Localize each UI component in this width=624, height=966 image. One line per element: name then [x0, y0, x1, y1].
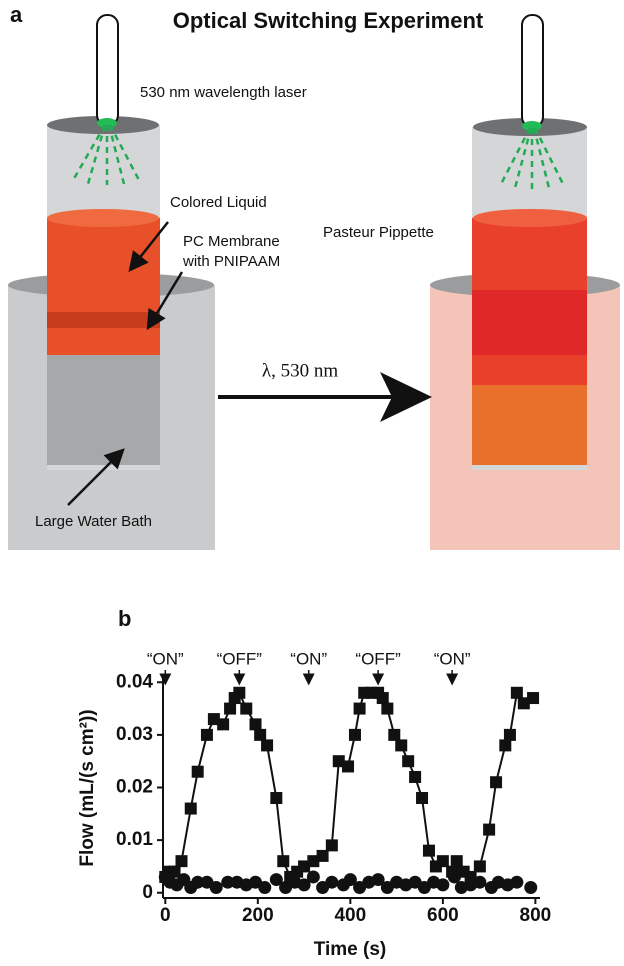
- membrane-label: PC Membrane: [183, 233, 280, 250]
- square-marker: [201, 729, 213, 741]
- square-marker: [354, 703, 366, 715]
- membrane-label: with PNIPAAM: [182, 253, 280, 270]
- square-marker: [192, 766, 204, 778]
- x-tick-label: 0: [160, 905, 171, 926]
- square-marker: [474, 860, 486, 872]
- circle-marker: [436, 878, 449, 891]
- flowed-liquid: [472, 385, 587, 465]
- title: Optical Switching Experiment: [173, 8, 484, 33]
- square-marker: [317, 850, 329, 862]
- membrane: [47, 312, 160, 328]
- square-marker: [224, 703, 236, 715]
- square-marker: [395, 739, 407, 751]
- square-marker: [261, 739, 273, 751]
- square-marker: [423, 845, 435, 857]
- circle-marker: [210, 881, 223, 894]
- square-marker: [176, 855, 188, 867]
- x-tick-label: 400: [334, 905, 366, 926]
- x-tick-label: 600: [427, 905, 459, 926]
- square-marker: [402, 755, 414, 767]
- annotation: “OFF”: [355, 649, 401, 668]
- bath-label: Large Water Bath: [35, 513, 152, 530]
- laser: [97, 15, 118, 125]
- square-marker: [233, 687, 245, 699]
- circle-marker: [473, 876, 486, 889]
- square-marker: [250, 718, 262, 730]
- square-marker: [499, 739, 511, 751]
- circle-marker: [307, 870, 320, 883]
- pipette-label: Pasteur Pippette: [323, 224, 434, 241]
- circle-marker: [510, 876, 523, 889]
- square-marker: [416, 792, 428, 804]
- square-marker: [254, 729, 266, 741]
- square-marker: [277, 855, 289, 867]
- y-tick-label: 0.03: [116, 724, 153, 745]
- panel-label: a: [10, 2, 23, 27]
- square-marker: [240, 703, 252, 715]
- liquid-top: [47, 209, 159, 227]
- chart: b Time (s) Flow (mL/(s cm²)) 0 0.01 0.02 0.…: [77, 606, 551, 960]
- square-marker: [381, 703, 393, 715]
- diagram: a Optical Switching Experiment 530 nm wa…: [8, 2, 620, 550]
- colored-liquid: [47, 218, 160, 355]
- y-axis-label: Flow (mL/(s cm²)): [77, 709, 98, 866]
- square-marker: [483, 824, 495, 836]
- y-tick-label: 0.04: [116, 671, 153, 692]
- y-tick-label: 0.02: [116, 777, 153, 798]
- square-marker: [185, 803, 197, 815]
- annotation: “OFF”: [217, 649, 263, 668]
- panel-label: b: [118, 606, 131, 631]
- square-marker: [511, 687, 523, 699]
- square-marker: [217, 718, 229, 730]
- membrane-zone: [472, 290, 587, 355]
- annotation: “ON”: [147, 649, 184, 668]
- circle-marker: [524, 881, 537, 894]
- circle-marker: [258, 881, 271, 894]
- square-marker: [490, 776, 502, 788]
- x-axis-label: Time (s): [314, 939, 387, 960]
- y-tick-label: 0: [142, 882, 153, 903]
- x-tick-label: 200: [242, 905, 274, 926]
- square-marker: [451, 855, 463, 867]
- annotation: “ON”: [434, 649, 471, 668]
- circle-marker: [325, 876, 338, 889]
- square-marker: [326, 839, 338, 851]
- annotation: “ON”: [290, 649, 327, 668]
- pipette-bottom: [47, 355, 160, 465]
- square-marker: [342, 760, 354, 772]
- x-tick-label: 800: [520, 905, 552, 926]
- square-marker: [377, 692, 389, 704]
- square-marker: [527, 692, 539, 704]
- liquid-label: Colored Liquid: [170, 194, 267, 211]
- laser-label: 530 nm wavelength laser: [140, 84, 307, 101]
- square-marker: [270, 792, 282, 804]
- figure: a Optical Switching Experiment 530 nm wa…: [0, 0, 624, 966]
- square-marker: [504, 729, 516, 741]
- square-marker: [349, 729, 361, 741]
- square-marker: [437, 855, 449, 867]
- y-tick-label: 0.01: [116, 829, 153, 850]
- square-marker: [409, 771, 421, 783]
- arrow-label: λ, 530 nm: [262, 360, 338, 381]
- square-marker: [388, 729, 400, 741]
- laser: [522, 15, 543, 127]
- liquid-top: [473, 209, 587, 227]
